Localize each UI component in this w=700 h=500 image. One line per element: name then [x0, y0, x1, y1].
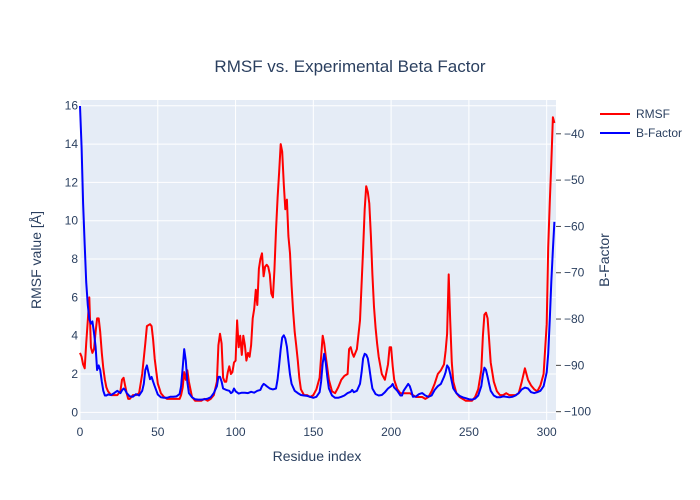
- y2-tick-label: −90: [564, 358, 585, 372]
- y-tick-label: 12: [65, 175, 79, 189]
- x-tick-label: 50: [151, 425, 165, 439]
- y2-axis-title: B-Factor: [596, 233, 612, 287]
- y2-tick-label: −80: [564, 312, 585, 326]
- y2-tick-label: −50: [564, 173, 585, 187]
- legend-label-rmsf: RMSF: [636, 107, 670, 121]
- y-axis-title: RMSF value [Å]: [28, 211, 44, 309]
- y-axis-ticks: 0 2 4 6 8 10 12 14 16: [65, 99, 79, 420]
- gridlines: [79, 100, 556, 420]
- x-axis-ticks: 0 50 100 150 200 250 300: [77, 425, 557, 439]
- x-tick-label: 0: [77, 425, 84, 439]
- traces: [79, 105, 556, 402]
- y2-axis-ticks: −100 −90 −80 −70 −60 −50 −40: [556, 127, 591, 419]
- legend-item-b-factor[interactable]: B-Factor: [600, 126, 682, 140]
- y-tick-label: 16: [65, 99, 79, 113]
- x-tick-label: 300: [537, 425, 557, 439]
- series-line-rmsf[interactable]: [79, 116, 556, 402]
- x-tick-label: 200: [381, 425, 401, 439]
- y2-tick-label: −60: [564, 219, 585, 233]
- y-tick-label: 2: [71, 367, 78, 381]
- y2-tick-label: −100: [564, 405, 591, 419]
- legend[interactable]: RMSF B-Factor: [600, 107, 682, 140]
- y-tick-label: 4: [71, 329, 78, 343]
- x-tick-label: 250: [459, 425, 479, 439]
- x-axis-title: Residue index: [273, 448, 362, 464]
- x-tick-label: 100: [226, 425, 246, 439]
- chart-title: RMSF vs. Experimental Beta Factor: [214, 57, 485, 76]
- y-tick-label: 6: [71, 290, 78, 304]
- y2-tick-label: −40: [564, 127, 585, 141]
- y-tick-label: 0: [71, 405, 78, 419]
- legend-label-b-factor: B-Factor: [636, 126, 682, 140]
- legend-item-rmsf[interactable]: RMSF: [600, 107, 670, 121]
- series-line-b-factor[interactable]: [79, 105, 556, 401]
- plot-background: [80, 100, 556, 420]
- x-tick-label: 150: [303, 425, 323, 439]
- y-tick-label: 10: [65, 214, 79, 228]
- y-tick-label: 14: [65, 137, 79, 151]
- y-tick-label: 8: [71, 252, 78, 266]
- y2-tick-label: −70: [564, 266, 585, 280]
